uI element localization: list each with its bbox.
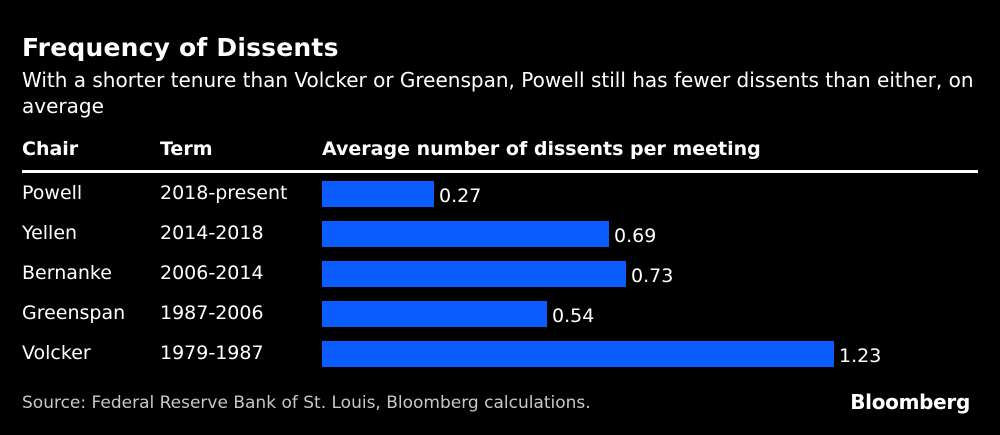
chair-name: Yellen	[22, 222, 78, 244]
chart-title: Frequency of Dissents	[22, 33, 339, 62]
value-label: 0.69	[614, 225, 657, 247]
bar-yellen	[322, 221, 609, 247]
chart-subtitle: With a shorter tenure than Volcker or Gr…	[22, 68, 974, 118]
header-chair: Chair	[22, 138, 79, 160]
chair-name: Bernanke	[22, 262, 112, 284]
source-note: Source: Federal Reserve Bank of St. Loui…	[22, 393, 591, 413]
bar-volcker	[322, 341, 834, 367]
term-years: 2014-2018	[160, 222, 264, 244]
value-label: 0.73	[631, 265, 674, 287]
bar-bernanke	[322, 261, 626, 287]
table-row: Greenspan 1987-2006 0.54	[0, 300, 1000, 340]
header-term: Term	[160, 138, 213, 160]
term-years: 2018-present	[160, 182, 288, 204]
value-label: 0.54	[552, 305, 595, 327]
term-years: 1979-1987	[160, 342, 264, 364]
term-years: 2006-2014	[160, 262, 264, 284]
bar-greenspan	[322, 301, 547, 327]
table-row: Volcker 1979-1987 1.23	[0, 340, 1000, 380]
value-label: 0.27	[439, 185, 482, 207]
value-label: 1.23	[839, 345, 882, 367]
table-row: Bernanke 2006-2014 0.73	[0, 260, 1000, 300]
chair-name: Powell	[22, 182, 83, 204]
term-years: 1987-2006	[160, 302, 264, 324]
table-row: Powell 2018-present 0.27	[0, 180, 1000, 220]
header-rule	[22, 170, 978, 173]
bar-powell	[322, 181, 434, 207]
header-metric: Average number of dissents per meeting	[322, 138, 761, 160]
table-row: Yellen 2014-2018 0.69	[0, 220, 1000, 260]
chair-name: Volcker	[22, 342, 91, 364]
bloomberg-logo: Bloomberg	[850, 390, 970, 414]
chair-name: Greenspan	[22, 302, 126, 324]
